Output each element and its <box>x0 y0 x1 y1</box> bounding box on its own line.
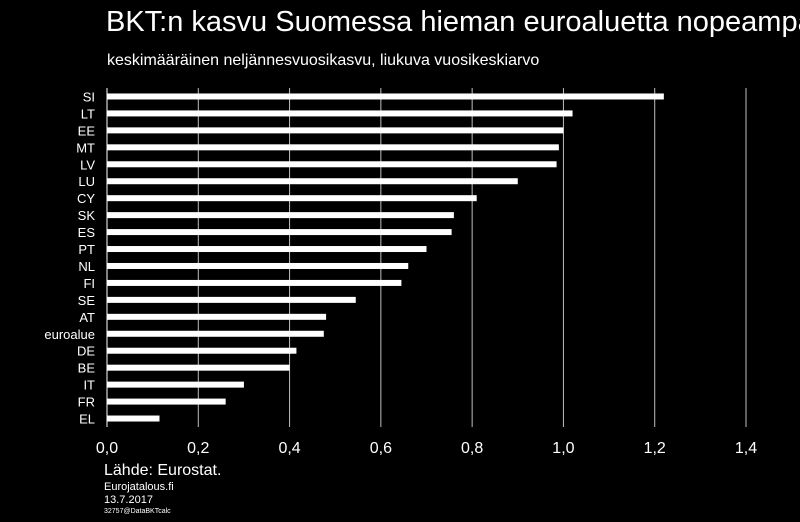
bar-pt <box>107 246 427 253</box>
bar-si <box>107 93 664 100</box>
bar-se <box>107 296 356 303</box>
chart-title: BKT:n kasvu Suomessa hieman euroaluetta … <box>106 6 800 38</box>
category-label-ee: EE <box>78 123 96 138</box>
bar-euroalue <box>107 330 324 337</box>
chart-subtitle: keskimääräinen neljännesvuosikasvu, liuk… <box>107 52 540 69</box>
bar-nl <box>107 262 409 269</box>
category-labels: SI LT EE MT LV LU CY SK ES PT NL FI SE AT euroalue DE BE… <box>44 89 95 426</box>
x-tick-labels: 0,0 0,2 0,4 0,6 0,8 1,0 1,2 1,4 <box>96 440 757 457</box>
bar-mt <box>107 144 559 151</box>
bar-it <box>107 381 244 388</box>
bar-el <box>107 415 160 422</box>
bar-be <box>107 364 290 371</box>
category-label-el: EL <box>79 412 95 427</box>
category-label-de: DE <box>77 344 95 359</box>
x-tick-label: 1,0 <box>552 440 574 457</box>
category-label-mt: MT <box>76 140 95 155</box>
category-label-lt: LT <box>81 106 95 121</box>
bar-at <box>107 313 327 320</box>
x-tick-label: 0,8 <box>461 440 483 457</box>
bar-lv <box>107 161 557 168</box>
bars <box>107 93 664 422</box>
x-tick-label: 0,4 <box>278 440 300 457</box>
category-label-pt: PT <box>78 242 95 257</box>
category-label-lu: LU <box>78 174 95 189</box>
bar-sk <box>107 212 454 219</box>
x-tick-label: 0,6 <box>370 440 392 457</box>
source-note: Lähde: Eurostat. <box>104 462 222 479</box>
bar-fr <box>107 398 226 405</box>
publisher-note: Eurojatalous.fi <box>104 481 174 493</box>
bar-lu <box>107 178 518 185</box>
category-label-sk: SK <box>78 208 96 223</box>
grid-lines <box>197 88 747 427</box>
category-label-nl: NL <box>78 259 95 274</box>
bar-de <box>107 347 297 354</box>
category-label-lv: LV <box>80 157 95 172</box>
category-label-fr: FR <box>78 395 95 410</box>
category-label-it: IT <box>83 378 95 393</box>
bar-es <box>107 229 452 236</box>
x-tick-label: 0,0 <box>96 440 118 457</box>
category-label-se: SE <box>78 293 96 308</box>
category-label-euroalue: euroalue <box>44 327 95 342</box>
x-tick-label: 1,2 <box>644 440 666 457</box>
category-label-es: ES <box>78 225 96 240</box>
bar-ee <box>107 127 564 134</box>
category-label-be: BE <box>78 361 96 376</box>
bar-lt <box>107 110 573 117</box>
bar-fi <box>107 279 402 286</box>
category-label-si: SI <box>83 89 95 104</box>
bar-cy <box>107 195 477 202</box>
category-label-at: AT <box>79 310 95 325</box>
category-label-cy: CY <box>77 191 95 206</box>
category-label-fi: FI <box>83 276 95 291</box>
x-tick-label: 1,4 <box>735 440 757 457</box>
code-note: 32757@DataBKTcalc <box>104 508 171 515</box>
date-note: 13.7.2017 <box>104 494 153 506</box>
x-tick-label: 0,2 <box>187 440 209 457</box>
